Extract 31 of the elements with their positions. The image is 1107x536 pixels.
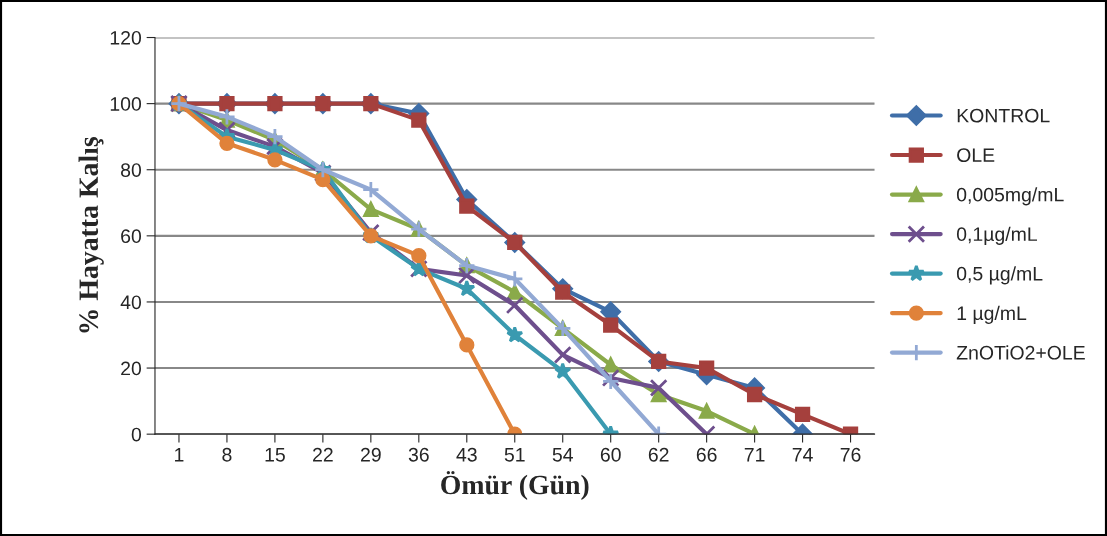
x-tick-label: 54: [552, 448, 573, 462]
y-axis-title: % Hayatta Kalış: [78, 136, 104, 333]
x-tick-label: 76: [840, 447, 861, 462]
y-tick-label: 100: [110, 97, 142, 111]
legend-label: 0,5 µg/mL: [956, 266, 1043, 285]
legend-label: 0,1µg/mL: [956, 226, 1038, 245]
y-tick-label: 0: [131, 427, 142, 442]
x-tick-label: 74: [792, 448, 813, 462]
y-tick-label: 20: [121, 361, 142, 376]
x-tick-label: 51: [504, 448, 525, 462]
y-tick-label: 120: [110, 30, 142, 45]
x-tick-label: 1: [175, 448, 184, 462]
x-tick-label: 62: [648, 447, 669, 462]
y-tick-label: 80: [121, 163, 142, 177]
legend-label: KONTROL: [957, 108, 1050, 123]
legend-label: 0,005mg/mL: [956, 187, 1064, 206]
x-tick-label: 22: [313, 447, 333, 462]
x-tick-label: 8: [222, 447, 232, 462]
x-tick-label: 43: [456, 447, 477, 462]
legend-label: OLE: [957, 148, 995, 163]
x-tick-label: 36: [408, 447, 429, 462]
legend-label: 1 µg/mL: [957, 305, 1027, 324]
x-tick-label: 29: [361, 447, 381, 462]
x-tick-label: 60: [600, 447, 621, 462]
y-tick-label: 60: [121, 229, 142, 244]
x-tick-label: 66: [696, 447, 717, 462]
legend-label: ZnOTiO2+OLE: [956, 345, 1085, 360]
x-tick-label: 15: [265, 448, 285, 462]
y-tick-label: 40: [120, 295, 142, 310]
x-axis-title: Ömür (Gün): [441, 471, 589, 500]
x-tick-label: 71: [744, 448, 765, 462]
